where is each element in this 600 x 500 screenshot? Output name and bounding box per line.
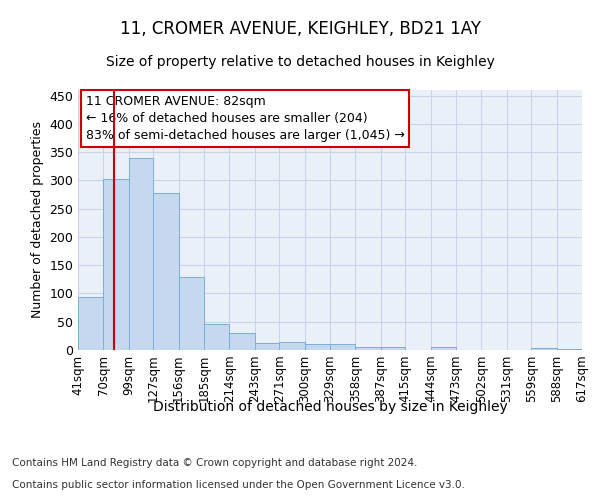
Text: 11, CROMER AVENUE, KEIGHLEY, BD21 1AY: 11, CROMER AVENUE, KEIGHLEY, BD21 1AY	[119, 20, 481, 38]
Bar	[129, 158, 153, 350]
Bar	[153, 193, 179, 350]
Text: Contains HM Land Registry data © Crown copyright and database right 2024.: Contains HM Land Registry data © Crown c…	[12, 458, 418, 468]
Y-axis label: Number of detached properties: Number of detached properties	[31, 122, 44, 318]
Text: 11 CROMER AVENUE: 82sqm
← 16% of detached houses are smaller (204)
83% of semi-d: 11 CROMER AVENUE: 82sqm ← 16% of detache…	[86, 95, 404, 142]
Bar	[204, 324, 229, 350]
Bar	[531, 348, 557, 350]
Bar	[229, 333, 255, 350]
Text: Size of property relative to detached houses in Keighley: Size of property relative to detached ho…	[106, 55, 494, 69]
Bar	[279, 342, 305, 350]
Bar	[557, 349, 582, 350]
Bar	[103, 178, 129, 350]
Bar	[431, 347, 456, 350]
Bar	[255, 343, 279, 350]
Bar	[78, 298, 103, 350]
Bar	[305, 344, 330, 350]
Bar	[355, 347, 381, 350]
Bar	[381, 347, 405, 350]
Text: Contains public sector information licensed under the Open Government Licence v3: Contains public sector information licen…	[12, 480, 465, 490]
Text: Distribution of detached houses by size in Keighley: Distribution of detached houses by size …	[152, 400, 508, 414]
Bar	[179, 276, 204, 350]
Bar	[330, 344, 355, 350]
